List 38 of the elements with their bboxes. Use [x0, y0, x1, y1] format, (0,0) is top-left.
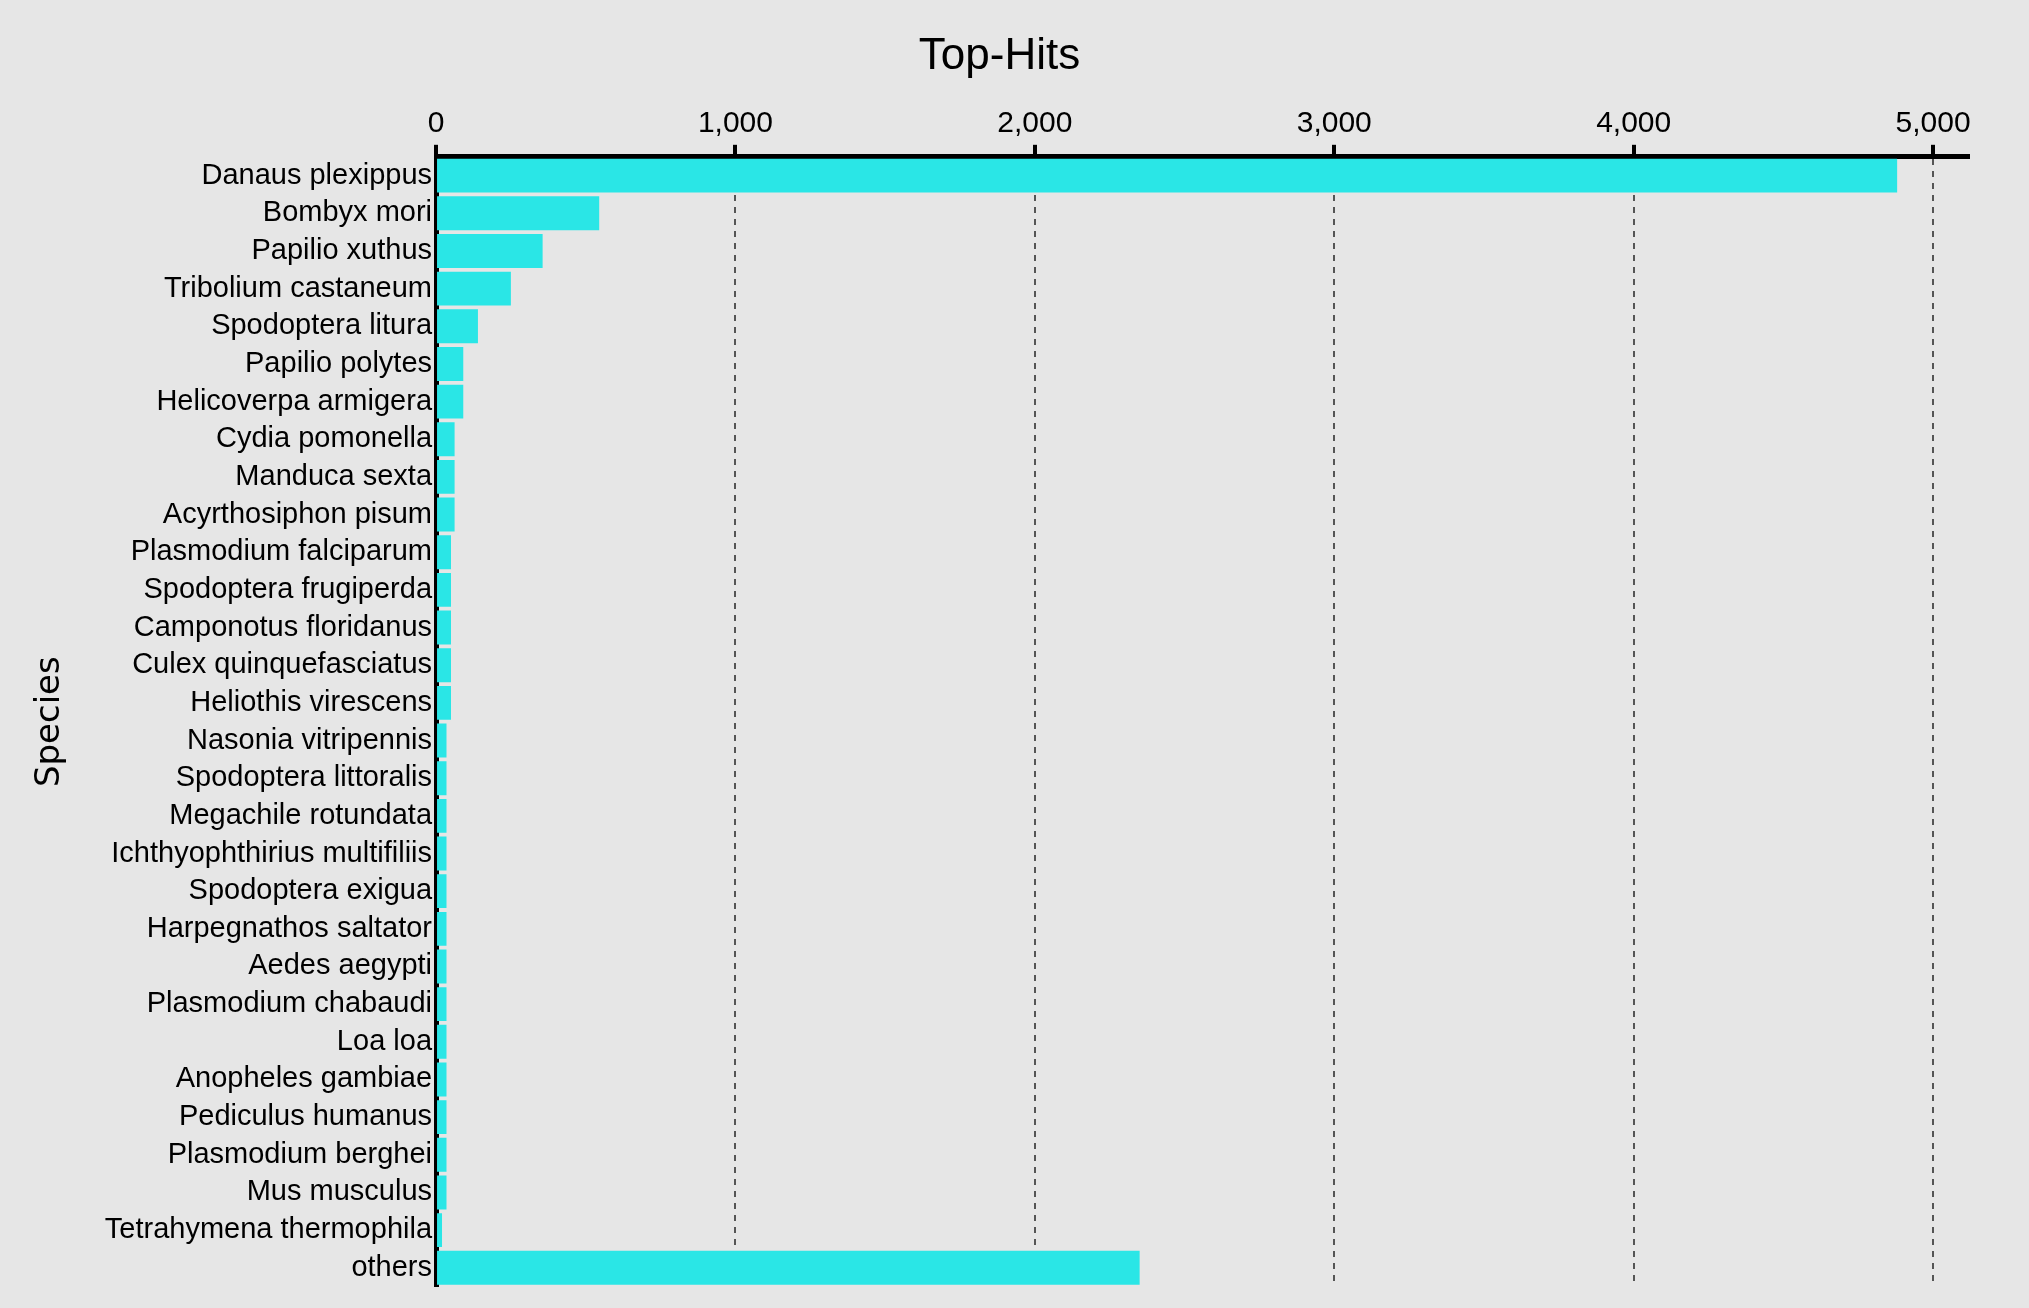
- y-tick-label: Papilio polytes: [245, 345, 433, 378]
- x-tick-label: 5,000: [1895, 105, 1971, 139]
- y-tick-label: Harpegnathos saltator: [146, 910, 433, 943]
- x-tick-label: 0: [427, 105, 445, 139]
- y-tick-label: Spodoptera frugiperda: [143, 571, 433, 604]
- y-tick-label: Spodoptera littoralis: [175, 760, 433, 793]
- y-tick-label: Papilio xuthus: [251, 232, 433, 265]
- y-tick-label: Camponotus floridanus: [133, 609, 433, 642]
- y-tick-label: Cydia pomonella: [216, 421, 433, 454]
- y-tick-label: Bombyx mori: [262, 195, 433, 228]
- y-tick-label: Heliothis virescens: [190, 684, 433, 717]
- y-tick-label: Spodoptera litura: [211, 308, 433, 341]
- y-tick-label: Manduca sexta: [235, 458, 433, 491]
- y-tick-label: Plasmodium berghei: [167, 1136, 433, 1169]
- y-tick-label: Tribolium castaneum: [163, 270, 433, 303]
- chart-title: Top-Hits: [918, 28, 1081, 78]
- x-tick-label: 2,000: [997, 105, 1073, 139]
- y-tick-label: Plasmodium chabaudi: [146, 986, 433, 1019]
- y-tick-label: Acyrthosiphon pisum: [162, 496, 433, 529]
- y-tick-label: Plasmodium falciparum: [130, 534, 433, 567]
- y-tick-label: Aedes aegypti: [248, 948, 433, 981]
- y-tick-label: Mus musculus: [246, 1174, 433, 1207]
- y-tick-label: Loa loa: [336, 1023, 433, 1056]
- y-tick-label: Megachile rotundata: [169, 797, 433, 830]
- y-tick-label: Tetrahymena thermophila: [104, 1212, 433, 1245]
- y-tick-label: Ichthyophthirius multifiliis: [111, 835, 433, 868]
- y-tick-label: Anopheles gambiae: [175, 1061, 433, 1094]
- x-tick-label: 3,000: [1296, 105, 1372, 139]
- y-tick-label: Pediculus humanus: [178, 1099, 433, 1132]
- y-tick-label: Danaus plexippus: [201, 157, 433, 190]
- x-tick-label: 1,000: [697, 105, 773, 139]
- y-tick-label: Culex quinquefasciatus: [132, 647, 433, 680]
- y-tick-label: others: [351, 1249, 433, 1282]
- y-tick-label: Helicoverpa armigera: [156, 383, 433, 416]
- y-axis-title: Species: [27, 656, 68, 788]
- x-tick-label: 4,000: [1596, 105, 1672, 139]
- y-tick-label: Nasonia vitripennis: [187, 722, 433, 755]
- y-tick-label: Spodoptera exigua: [188, 873, 433, 906]
